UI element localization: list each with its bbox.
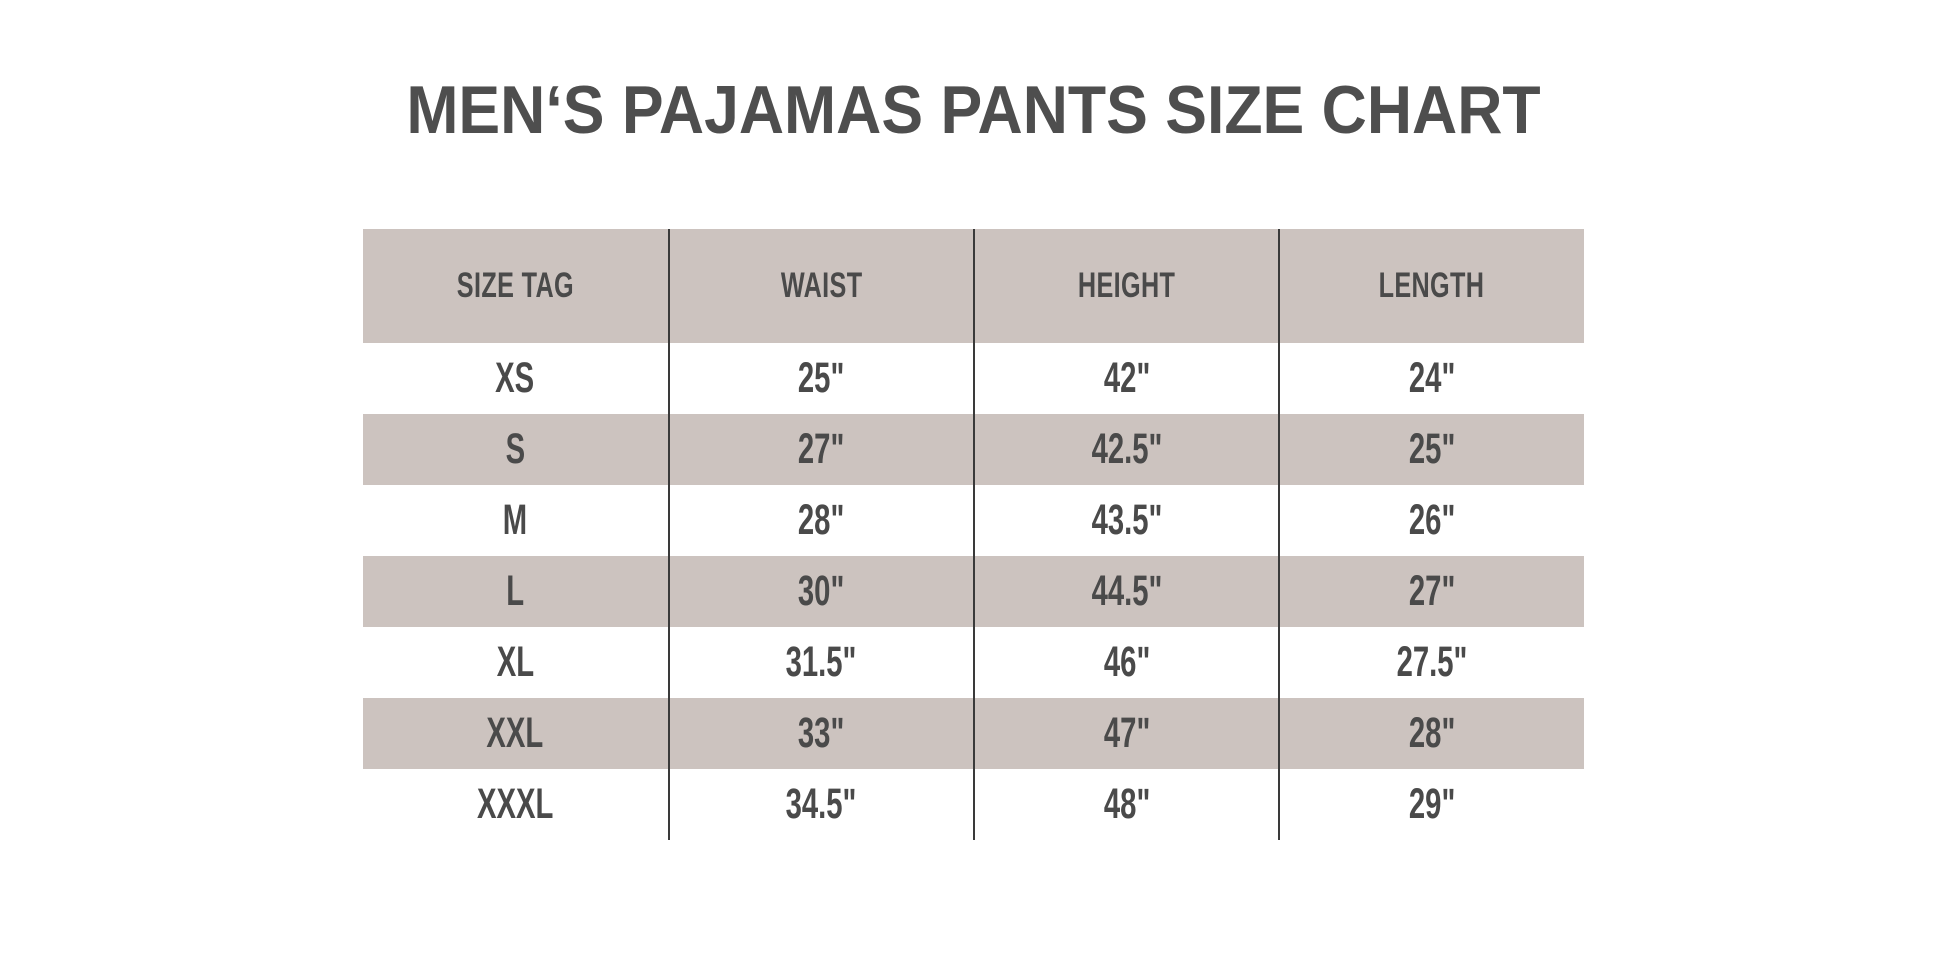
height-cell: 42.5" (973, 414, 1278, 485)
height-cell: 48" (973, 769, 1278, 840)
size-tag-cell: XXXL (476, 780, 554, 828)
size-chart-table: SIZE TAG WAIST HEIGHT LENGTH XS 25" 42" … (362, 229, 1584, 840)
page-title: MEN‘S PAJAMAS PANTS SIZE CHART (0, 76, 1946, 144)
waist-cell: 34.5" (667, 769, 973, 840)
table-header-row: SIZE TAG WAIST HEIGHT LENGTH (362, 229, 1584, 343)
height-cell: 44.5" (973, 556, 1278, 627)
length-cell: 26" (1278, 485, 1583, 556)
size-tag-cell: M (502, 496, 528, 544)
waist-cell: 28" (667, 485, 973, 556)
header-cell-waist: WAIST (667, 229, 973, 343)
length-cell: 28" (1278, 698, 1583, 769)
size-tag-cell: L (506, 567, 525, 615)
table-row: XL 31.5" 46" 27.5" (362, 627, 1584, 698)
header-cell-length: LENGTH (1278, 229, 1583, 343)
table-row: XXXL 34.5" 48" 29" (362, 769, 1584, 840)
length-cell: 25" (1278, 414, 1583, 485)
length-cell: 24" (1278, 343, 1583, 414)
height-cell: 42" (973, 343, 1278, 414)
page-title-text: MEN‘S PAJAMAS PANTS SIZE CHART (405, 72, 1541, 148)
height-cell: 43.5" (973, 485, 1278, 556)
header-cell-size-tag: SIZE TAG (456, 266, 574, 305)
size-tag-cell: XXL (486, 709, 544, 757)
waist-cell: 30" (667, 556, 973, 627)
height-cell: 47" (973, 698, 1278, 769)
table-row: S 27" 42.5" 25" (362, 414, 1584, 485)
size-tag-cell: XS (495, 354, 535, 402)
waist-cell: 31.5" (667, 627, 973, 698)
length-cell: 29" (1278, 769, 1583, 840)
waist-cell: 25" (667, 343, 973, 414)
height-cell: 46" (973, 627, 1278, 698)
length-cell: 27" (1278, 556, 1583, 627)
table-row: XS 25" 42" 24" (362, 343, 1584, 414)
waist-cell: 33" (667, 698, 973, 769)
waist-cell: 27" (667, 414, 973, 485)
table-row: XXL 33" 47" 28" (362, 698, 1584, 769)
header-cell-height: HEIGHT (973, 229, 1278, 343)
size-tag-cell: XL (496, 638, 534, 686)
table-row: L 30" 44.5" 27" (362, 556, 1584, 627)
length-cell: 27.5" (1278, 627, 1583, 698)
title-area: MEN‘S PAJAMAS PANTS SIZE CHART (0, 0, 1946, 144)
size-tag-cell: S (505, 425, 525, 473)
table-row: M 28" 43.5" 26" (362, 485, 1584, 556)
